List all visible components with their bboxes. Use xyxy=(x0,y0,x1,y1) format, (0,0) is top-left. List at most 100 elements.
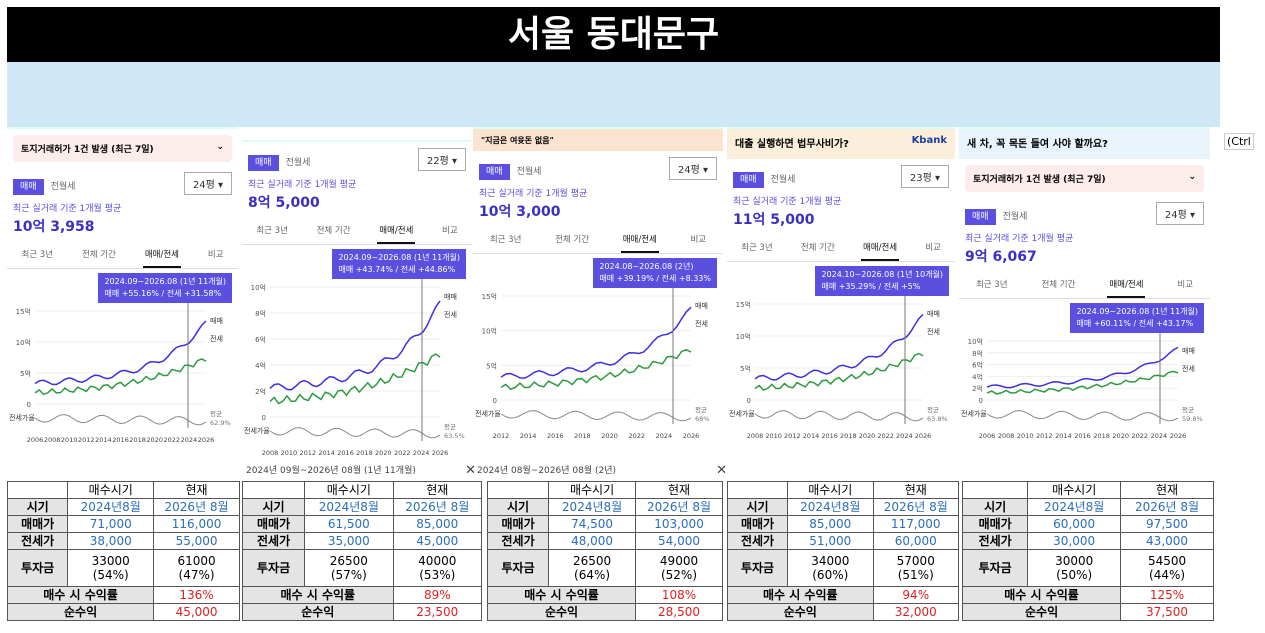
header-cell: 매수시기 xyxy=(304,481,394,499)
permit-alert[interactable]: 토지거래허가 1건 발생 (최근 7일) ⌄ xyxy=(965,165,1204,192)
type-tab[interactable]: 매매 xyxy=(965,209,996,225)
period-tab[interactable]: 비교 xyxy=(925,243,941,253)
cell-line: (64%) xyxy=(574,568,611,582)
ratio-value: 평균 xyxy=(695,405,707,414)
jeonse-line xyxy=(754,352,924,391)
size-select[interactable]: 22평 ▾ xyxy=(417,148,466,171)
cell-line: (60%) xyxy=(812,568,849,582)
table-cell: 2024년8월 xyxy=(304,498,394,516)
period-tab[interactable]: 매매/전세 xyxy=(377,218,416,244)
type-tab[interactable]: 전월세 xyxy=(770,175,796,185)
x-tick-label: 2008 xyxy=(998,432,1015,440)
type-tab[interactable]: 전월세 xyxy=(50,182,76,192)
tooltip-line: 매매 +35.29% / 전세 +5% xyxy=(821,282,921,291)
type-tab[interactable]: 매매 xyxy=(733,172,764,188)
yield-value: 94% xyxy=(872,586,960,604)
close-button[interactable]: ✕ xyxy=(716,463,727,478)
permit-text: 토지거래허가 1건 발생 (최근 7일) xyxy=(973,175,1106,185)
x-tick-label: 2016 xyxy=(1074,432,1091,440)
period-tab[interactable]: 전체 기간 xyxy=(1041,280,1076,290)
header-row: 매수시기 현재 xyxy=(961,481,1214,499)
y-tick-label: 2억 xyxy=(972,385,983,393)
y-tick-label: 10억 xyxy=(16,339,31,347)
table-cell: 116,000 xyxy=(153,515,240,533)
period-tab[interactable]: 매매/전세 xyxy=(620,227,659,253)
period-tab[interactable]: 비교 xyxy=(690,235,707,245)
listing-panel: 매매 전월세 22평 ▾ 최근 실거래 기준 1개월 평균 8억 5,000 최근 3년 전… xyxy=(242,140,472,477)
legend-label: 전세 xyxy=(695,319,708,328)
table-cell: 2026년 8월 xyxy=(1120,498,1214,516)
chart-area: 15억 10억 5억 0 매매 전세 전세가율 평균 62.9% 2006 2008 2010 2012… xyxy=(7,269,238,464)
ratio-line xyxy=(34,414,207,426)
cell-line: (47%) xyxy=(178,568,215,582)
ad-banner[interactable]: 대출 실행하면 법무사비가? Kbank xyxy=(727,129,955,159)
x-tick-label: 2014 xyxy=(803,432,820,440)
table-row: 전세가 38,000 55,000 xyxy=(6,532,240,550)
table-cell: 60,000 xyxy=(872,532,960,550)
period-tab[interactable]: 최근 3년 xyxy=(489,235,522,245)
table-row: 매매가 71,000 116,000 xyxy=(6,515,240,533)
legend-label: 매매 xyxy=(927,310,940,318)
tab-row: 매매 전월세 22평 ▾ xyxy=(242,142,472,173)
x-tick-label: 2008 xyxy=(44,436,61,444)
y-tick-label: 4억 xyxy=(255,362,266,370)
yield-label: 매수 시 수익률 xyxy=(6,586,155,604)
y-tick-label: 2억 xyxy=(255,388,266,396)
size-select[interactable]: 24평 ▾ xyxy=(668,157,717,180)
period-tab[interactable]: 매매/전세 xyxy=(860,235,900,261)
type-tabs: 매매 전월세 xyxy=(13,174,82,195)
ratio-label: 전세가율 xyxy=(475,409,501,418)
close-button[interactable]: ✕ xyxy=(465,463,476,478)
period-tab[interactable]: 최근 3년 xyxy=(21,250,54,260)
table-cell: 2024년8월 xyxy=(1027,498,1122,516)
paste-hint[interactable]: (Ctrl xyxy=(1224,133,1254,150)
y-tick-label: 0 xyxy=(979,397,983,405)
period-tab[interactable]: 최근 3년 xyxy=(256,226,288,236)
row-label: 시기 xyxy=(241,498,306,516)
period-tab[interactable]: 전체 기간 xyxy=(555,235,590,245)
y-tick-label: 10억 xyxy=(968,338,983,346)
table-row: 매매가 74,500 103,000 xyxy=(486,515,723,533)
period-tab[interactable]: 최근 3년 xyxy=(975,280,1008,290)
header-cell xyxy=(6,481,69,499)
period-tab[interactable]: 전체 기간 xyxy=(316,226,351,236)
x-tick-label: 2010 xyxy=(765,432,782,440)
size-select[interactable]: 24평 ▾ xyxy=(183,172,232,195)
type-tab[interactable]: 전월세 xyxy=(285,158,311,168)
type-tab[interactable]: 매매 xyxy=(13,179,44,195)
type-tab[interactable]: 매매 xyxy=(248,155,279,171)
x-tick-label: 2024 xyxy=(181,436,198,444)
tooltip: 2024.10~2026.08 (1년 10개월) 매매 +35.29% / 전세… xyxy=(815,266,949,296)
period-tab[interactable]: 비교 xyxy=(207,250,224,260)
tab-row: 매매 전월세 24평 ▾ xyxy=(959,196,1210,227)
permit-alert[interactable]: 토지거래허가 1건 발생 (최근 7일) ⌄ xyxy=(13,135,232,162)
period-tab[interactable]: 매매/전세 xyxy=(142,242,181,268)
banner xyxy=(7,62,1220,127)
ad-banner[interactable]: "지금은 여윳돈 없음" xyxy=(473,129,723,151)
table-row: 시기 2024년8월 2026년 8월 xyxy=(961,498,1214,516)
avg-price: 11억 5,000 xyxy=(733,212,815,228)
period-tab[interactable]: 전체 기간 xyxy=(81,250,116,260)
y-tick-label: 15억 xyxy=(482,293,497,301)
period-tab[interactable]: 최근 3년 xyxy=(741,243,773,253)
period-tab[interactable]: 전체 기간 xyxy=(800,243,835,253)
type-tab[interactable]: 매매 xyxy=(479,164,510,180)
profit-row: 순수익 28,500 xyxy=(486,603,723,621)
table-cell: 60,000 xyxy=(1027,515,1122,533)
x-tick-label: 2022 xyxy=(1132,432,1149,440)
period-tab[interactable]: 비교 xyxy=(442,226,458,236)
period-tab[interactable]: 매매/전세 xyxy=(1107,272,1146,298)
legend-label: 매매 xyxy=(210,317,223,325)
size-select[interactable]: 23평 ▾ xyxy=(900,165,949,188)
size-select[interactable]: 24평 ▾ xyxy=(1155,202,1204,225)
ad-banner[interactable]: 새 차, 꼭 목돈 들여 사야 할까요? xyxy=(959,129,1210,159)
type-tab[interactable]: 전월세 xyxy=(516,167,542,177)
period-tab[interactable]: 비교 xyxy=(1177,280,1194,290)
tooltip-line: 매매 +55.16% / 전세 +31.58% xyxy=(104,289,222,298)
header-cell: 매수시기 xyxy=(787,481,874,499)
type-tab[interactable]: 전월세 xyxy=(1002,212,1028,222)
x-tick-label: 2018 xyxy=(356,449,373,457)
header-cell: 현재 xyxy=(153,481,240,499)
